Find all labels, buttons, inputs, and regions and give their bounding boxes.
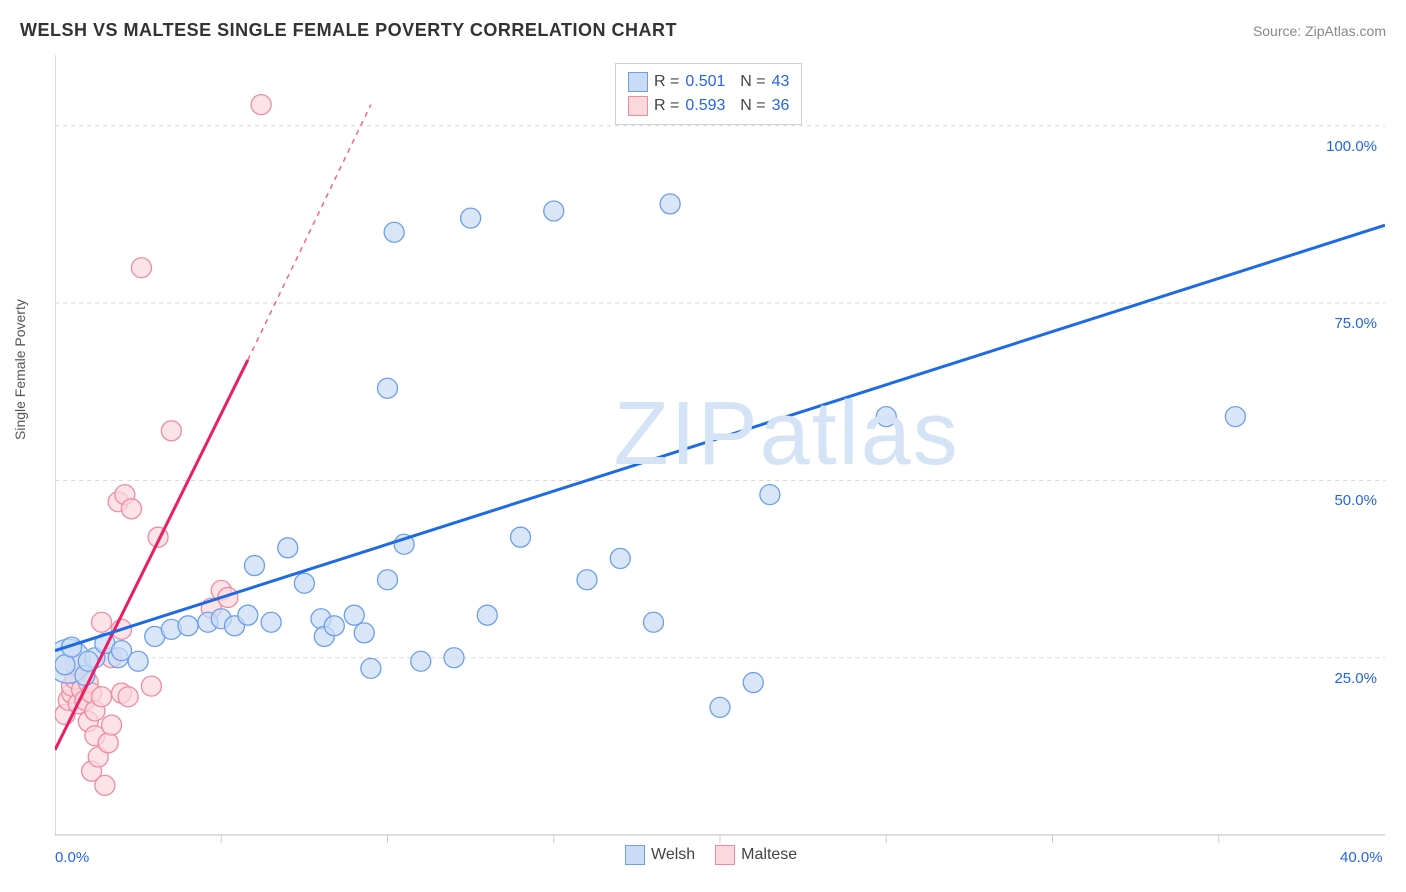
legend-item: Maltese xyxy=(715,845,797,865)
y-axis-label: Single Female Poverty xyxy=(12,299,28,440)
stats-row: R = 0.501 N = 43 xyxy=(628,70,789,94)
x-tick-label: 40.0% xyxy=(1340,849,1383,866)
n-value: 43 xyxy=(772,70,790,94)
series-swatch xyxy=(628,72,648,92)
chart-svg xyxy=(55,55,1385,885)
chart-header: WELSH VS MALTESE SINGLE FEMALE POVERTY C… xyxy=(20,20,1386,41)
r-label: R = xyxy=(654,70,679,94)
legend-swatch xyxy=(625,845,645,865)
r-value: 0.593 xyxy=(685,94,725,118)
n-label: N = xyxy=(731,70,765,94)
r-label: R = xyxy=(654,94,679,118)
r-value: 0.501 xyxy=(685,70,725,94)
y-tick-label: 75.0% xyxy=(1334,315,1377,332)
y-tick-label: 25.0% xyxy=(1334,670,1377,687)
y-tick-label: 50.0% xyxy=(1334,492,1377,509)
legend-item: Welsh xyxy=(625,845,695,865)
source-prefix: Source: xyxy=(1253,23,1305,39)
stats-row: R = 0.593 N = 36 xyxy=(628,94,789,118)
legend-label: Maltese xyxy=(741,846,797,864)
source-name: ZipAtlas.com xyxy=(1305,23,1386,39)
series-swatch xyxy=(628,96,648,116)
chart-source: Source: ZipAtlas.com xyxy=(1253,23,1386,39)
stats-box: R = 0.501 N = 43R = 0.593 N = 36 xyxy=(615,63,802,125)
chart-area: ZIPatlas R = 0.501 N = 43R = 0.593 N = 3… xyxy=(55,55,1385,835)
n-value: 36 xyxy=(772,94,790,118)
legend-bottom: Welsh Maltese xyxy=(625,845,797,865)
x-tick-label: 0.0% xyxy=(55,849,89,866)
legend-label: Welsh xyxy=(651,846,695,864)
chart-title: WELSH VS MALTESE SINGLE FEMALE POVERTY C… xyxy=(20,20,677,41)
n-label: N = xyxy=(731,94,765,118)
y-tick-label: 100.0% xyxy=(1326,138,1377,155)
legend-swatch xyxy=(715,845,735,865)
